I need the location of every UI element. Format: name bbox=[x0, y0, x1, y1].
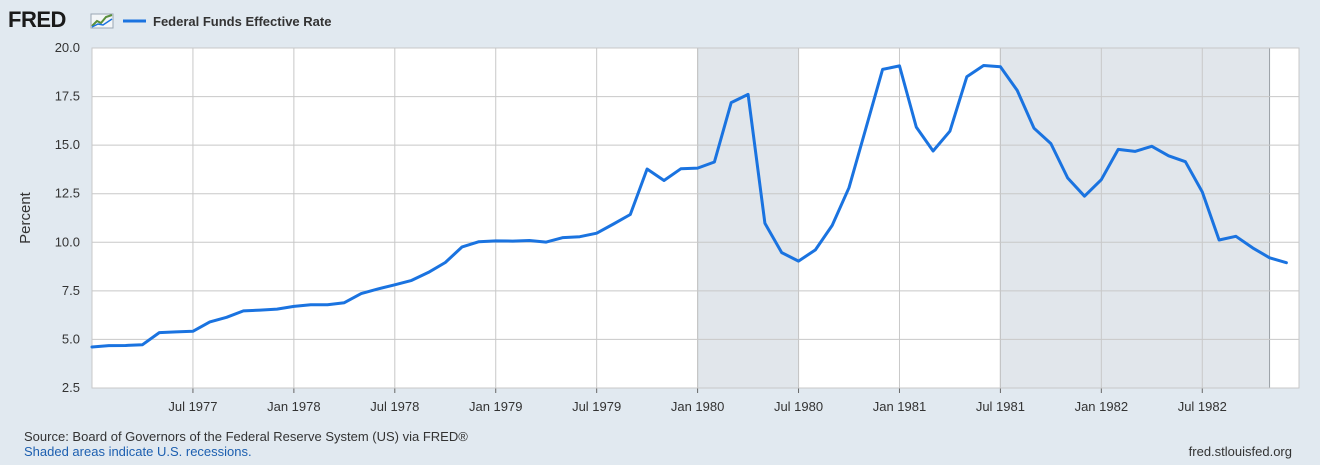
fred-logo-text: FRED bbox=[8, 7, 66, 32]
y-tick-label: 10.0 bbox=[55, 234, 80, 249]
y-tick-label: 7.5 bbox=[62, 283, 80, 298]
fred-chart-icon bbox=[90, 13, 114, 29]
y-axis-ticks: 2.5 5.0 7.5 10.0 12.5 15.0 17.5 20.0 bbox=[55, 40, 80, 395]
y-tick-label: 5.0 bbox=[62, 331, 80, 346]
x-tick-label: Jul 1980 bbox=[774, 399, 823, 414]
y-tick-label: 12.5 bbox=[55, 186, 80, 201]
x-axis-ticks: Jul 1977 Jan 1978 Jul 1978 Jan 1979 Jul 1979… bbox=[168, 388, 1227, 414]
x-tick-label: Jul 1981 bbox=[976, 399, 1025, 414]
x-tick-label: Jul 1978 bbox=[370, 399, 419, 414]
x-tick-label: Jan 1979 bbox=[469, 399, 523, 414]
x-tick-label: Jul 1979 bbox=[572, 399, 621, 414]
recession-note[interactable]: Shaded areas indicate U.S. recessions. bbox=[24, 444, 252, 459]
source-note: Source: Board of Governors of the Federa… bbox=[24, 429, 468, 444]
x-tick-label: Jul 1982 bbox=[1178, 399, 1227, 414]
site-url[interactable]: fred.stlouisfed.org bbox=[1188, 444, 1292, 459]
y-tick-label: 15.0 bbox=[55, 137, 80, 152]
plot-border bbox=[91, 47, 1300, 389]
y-tick-label: 17.5 bbox=[55, 89, 80, 104]
fred-logo[interactable]: FRED bbox=[8, 7, 114, 32]
y-axis-label: Percent bbox=[17, 191, 34, 244]
y-tick-label: 20.0 bbox=[55, 40, 80, 55]
x-tick-label: Jan 1982 bbox=[1075, 399, 1129, 414]
recession-shading bbox=[697, 48, 1271, 388]
legend-label: Federal Funds Effective Rate bbox=[153, 14, 331, 29]
x-tick-label: Jul 1977 bbox=[168, 399, 217, 414]
x-tick-label: Jan 1980 bbox=[671, 399, 725, 414]
recession-band bbox=[1000, 48, 1270, 388]
series-line bbox=[90, 64, 1288, 349]
legend: Federal Funds Effective Rate bbox=[123, 14, 331, 29]
y-tick-label: 2.5 bbox=[62, 380, 80, 395]
x-tick-label: Jan 1978 bbox=[267, 399, 321, 414]
series-layer bbox=[90, 64, 1288, 349]
x-tick-label: Jan 1981 bbox=[873, 399, 927, 414]
